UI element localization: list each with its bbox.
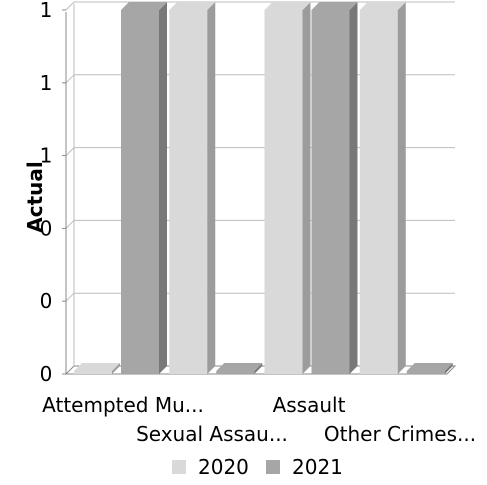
bar-2020-3 (359, 2, 406, 374)
y-tick-label: 0 (40, 362, 53, 386)
y-axis-title: Actual (23, 161, 47, 232)
bar-side (349, 2, 358, 374)
legend-swatch (172, 460, 186, 474)
bar-front (264, 10, 303, 374)
bar-top (359, 2, 406, 10)
legend-swatch (266, 460, 280, 474)
y-tick-label: 0 (40, 289, 53, 313)
legend-label: 2020 (198, 455, 249, 479)
legend-label: 2021 (292, 455, 343, 479)
bar-2021-3 (406, 363, 453, 374)
gridline-depth (65, 292, 75, 302)
bar-side (112, 363, 120, 374)
bar-side (302, 2, 311, 374)
bar-top (311, 2, 358, 10)
gridline-depth (65, 220, 75, 229)
y-tick-label: 1 (40, 0, 53, 22)
x-category-label: Sexual Assau... (136, 422, 288, 446)
x-category-label: Attempted Mu... (42, 393, 204, 417)
bar-front (74, 371, 112, 374)
bar-front (216, 371, 255, 374)
bar-top (74, 363, 120, 371)
bar-2021-2 (311, 2, 358, 374)
bar-side (397, 2, 406, 374)
x-category-label: Assault (273, 393, 346, 417)
gridline-depth (65, 147, 75, 156)
bar-front (121, 10, 159, 374)
bar-2021-0 (121, 2, 167, 374)
y-tick-label: 1 (40, 144, 53, 168)
bar-front (406, 371, 445, 374)
bar-2020-1 (169, 2, 216, 374)
bar-front (311, 10, 350, 374)
bar-top (264, 2, 311, 10)
bar-side (159, 2, 167, 374)
bar-side (254, 363, 263, 374)
labels: 0 0 0 1 1 1 Attempted Mu... Sexual Assau... Assa… (40, 0, 476, 446)
legend: 2020 2021 (172, 455, 343, 479)
bar-top (121, 2, 167, 10)
bar-side (444, 363, 453, 374)
x-category-label: Other Crimes... (324, 422, 476, 446)
bar-front (359, 10, 398, 374)
bar-front (169, 10, 208, 374)
bar-top (169, 2, 216, 10)
gridline-depth (65, 74, 75, 84)
bars (74, 2, 453, 374)
y-tick-label: 1 (40, 71, 53, 95)
bar-2020-0 (74, 363, 120, 374)
legend-item-2021: 2021 (266, 455, 343, 479)
legend-item-2020: 2020 (172, 455, 249, 479)
bar-2020-2 (264, 2, 311, 374)
gridline-depth (65, 1, 75, 11)
bar-top (406, 363, 453, 371)
bar-side (207, 2, 216, 374)
bar-top (216, 363, 263, 371)
y-tick-label: 0 (40, 216, 53, 240)
bar-2021-1 (216, 363, 263, 374)
